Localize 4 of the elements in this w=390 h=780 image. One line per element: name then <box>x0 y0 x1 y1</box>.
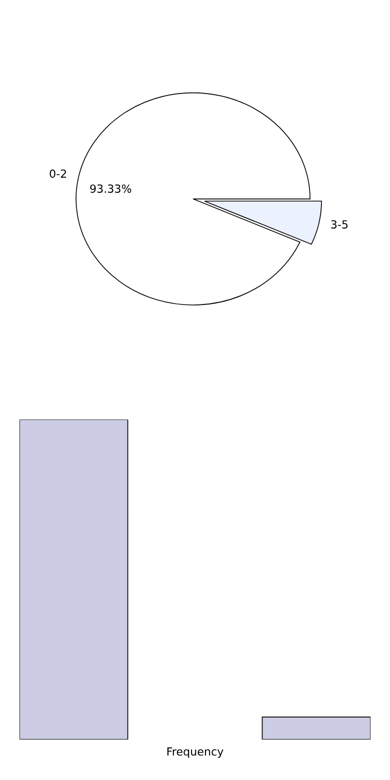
x-axis-title: Frequency <box>167 747 224 758</box>
slice-label: 3-5 <box>331 220 348 229</box>
data-label: 93.33% <box>90 184 132 193</box>
slice-label: 0-2 <box>50 169 66 178</box>
